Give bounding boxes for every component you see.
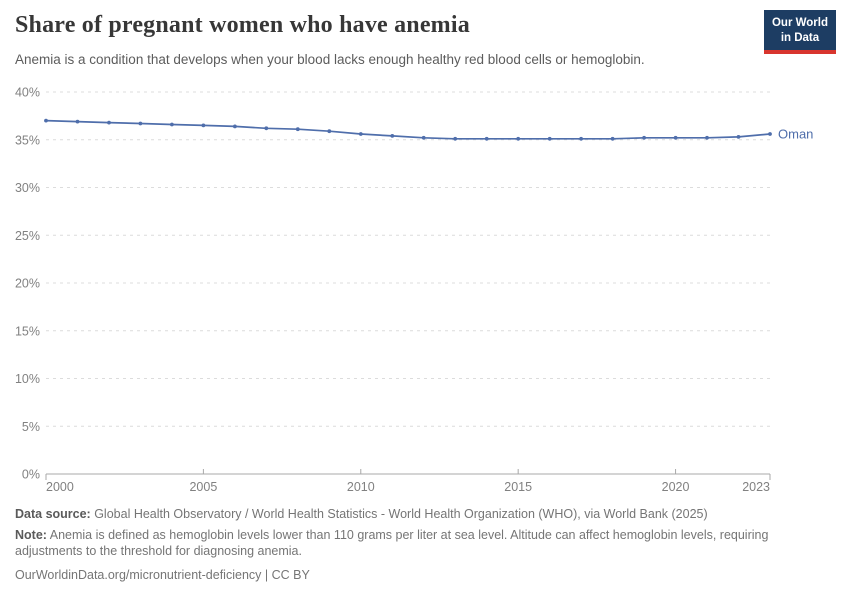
data-point-oman-2008[interactable] — [295, 127, 300, 132]
data-point-oman-2014[interactable] — [484, 136, 489, 141]
x-tick-label-2020: 2020 — [662, 480, 690, 494]
data-point-oman-2004[interactable] — [170, 122, 174, 127]
y-tick-label-35: 35% — [15, 133, 40, 147]
y-tick-label-0: 0% — [22, 468, 40, 482]
data-point-oman-2017[interactable] — [579, 136, 583, 141]
data-point-oman-2013[interactable] — [453, 136, 458, 141]
license-link[interactable]: OurWorldinData.org/micronutrient-deficie… — [15, 567, 310, 582]
data-point-oman-2010[interactable] — [358, 132, 363, 136]
data-source-label: Data source: — [15, 507, 91, 521]
y-tick-label-30: 30% — [15, 181, 40, 195]
x-tick-label-2023: 2023 — [742, 480, 770, 494]
page-title: Share of pregnant women who have anemia — [15, 12, 470, 38]
data-point-oman-2015[interactable] — [516, 136, 521, 141]
y-tick-label-10: 10% — [15, 372, 40, 386]
note-label: Note: — [15, 527, 47, 542]
data-source-text: Global Health Observatory / World Health… — [90, 507, 708, 521]
x-tick-label-2005: 2005 — [189, 480, 217, 494]
data-point-oman-2001[interactable] — [75, 119, 80, 124]
data-point-oman-2018[interactable] — [610, 136, 615, 141]
note-text: Anemia is defined as hemoglobin levels l… — [15, 527, 769, 559]
chart-area: 0% 5% 10% 15% 20% 25% 30% 35% 40% 2000 2005 2010 201… — [0, 80, 850, 515]
data-point-oman-2005[interactable] — [201, 123, 206, 128]
data-source-row: Data source: Global Health Observatory /… — [15, 506, 833, 523]
data-point-oman-2021[interactable] — [705, 135, 709, 140]
series-line-oman[interactable] — [45, 119, 771, 140]
data-point-oman-2022[interactable] — [736, 135, 741, 139]
chart-subtitle: Anemia is a condition that develops when… — [15, 52, 645, 67]
y-tick-label-15: 15% — [15, 324, 40, 338]
chart-footer: Data source: Global Health Observatory /… — [15, 506, 833, 583]
y-tick-label-20: 20% — [15, 277, 40, 291]
data-point-oman-2000[interactable] — [44, 118, 48, 123]
owid-logo[interactable]: Our World in Data — [763, 10, 836, 54]
data-point-oman-2002[interactable] — [107, 120, 111, 125]
entity-label-oman[interactable]: Oman — [778, 127, 813, 142]
data-point-oman-2003[interactable] — [138, 121, 143, 126]
note-row: Note: Anemia is defined as hemoglobin le… — [15, 527, 833, 560]
x-tick-label-2000: 2000 — [46, 480, 74, 494]
x-tick-label-2015: 2015 — [504, 480, 532, 494]
y-tick-label-40: 40% — [15, 86, 40, 100]
data-point-oman-2006[interactable] — [233, 124, 237, 129]
chart-svg: 0% 5% 10% 15% 20% 25% 30% 35% 40% 2000 2005 2010 201… — [15, 86, 813, 495]
data-point-oman-2019[interactable] — [642, 135, 646, 140]
owid-logo-line2: in Data — [780, 31, 820, 44]
data-point-oman-2009[interactable] — [327, 129, 332, 134]
owid-logo-line1: Our World — [771, 17, 828, 29]
data-point-oman-2016[interactable] — [547, 136, 552, 141]
y-tick-label-5: 5% — [22, 420, 40, 434]
data-point-oman-2011[interactable] — [390, 134, 395, 138]
data-point-oman-2007[interactable] — [264, 126, 269, 131]
data-point-oman-2023[interactable] — [768, 132, 772, 136]
x-tick-label-2010: 2010 — [347, 480, 375, 494]
data-point-oman-2020[interactable] — [673, 135, 678, 140]
y-tick-label-25: 25% — [15, 229, 40, 243]
data-point-oman-2012[interactable] — [421, 135, 426, 140]
